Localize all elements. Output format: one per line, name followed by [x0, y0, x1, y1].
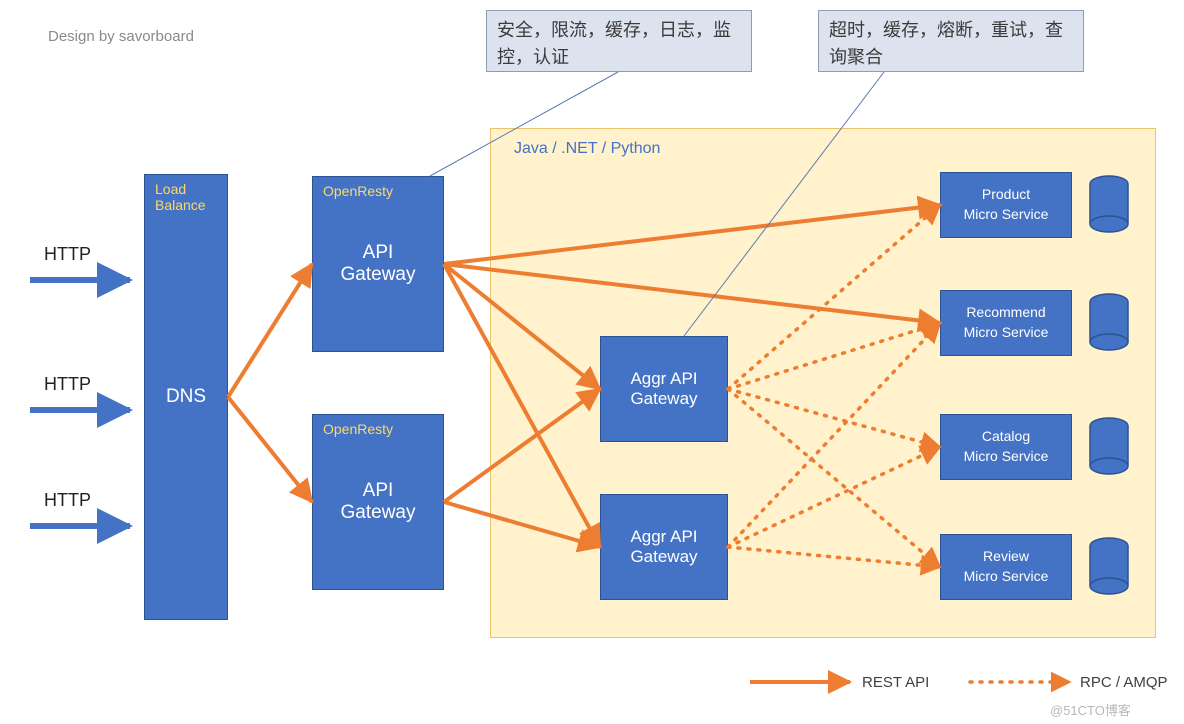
- http-label-2: HTTP: [44, 490, 91, 511]
- node-ms-review: Review Micro Service: [940, 534, 1072, 600]
- http-label-1: HTTP: [44, 374, 91, 395]
- ms2-l1: Catalog: [982, 427, 1030, 447]
- node-ms-recommend: Recommend Micro Service: [940, 290, 1072, 356]
- credit: Design by savorboard: [48, 28, 194, 45]
- dns-sub: Load Balance: [155, 181, 227, 213]
- aggr2-title: Aggr APIGateway: [630, 527, 697, 567]
- gw2-sub: OpenResty: [323, 421, 393, 437]
- callout-aggr: 超时，缓存，熔断，重试，查询聚合: [818, 10, 1084, 72]
- legend-rpc-label: RPC / AMQP: [1080, 674, 1168, 691]
- gw2-title: APIGateway: [341, 480, 416, 524]
- ms2-l2: Micro Service: [964, 447, 1049, 467]
- panel-title: Java / .NET / Python: [514, 140, 660, 158]
- node-dns: Load Balance DNS: [144, 174, 228, 620]
- node-api-gateway-1: OpenResty APIGateway: [312, 176, 444, 352]
- ms1-l1: Recommend: [966, 303, 1045, 323]
- ms1-l2: Micro Service: [964, 323, 1049, 343]
- node-aggr-gateway-1: Aggr APIGateway: [600, 336, 728, 442]
- aggr1-title: Aggr APIGateway: [630, 369, 697, 409]
- node-ms-product: Product Micro Service: [940, 172, 1072, 238]
- ms3-l2: Micro Service: [964, 567, 1049, 587]
- node-aggr-gateway-2: Aggr APIGateway: [600, 494, 728, 600]
- gw1-title: APIGateway: [341, 242, 416, 286]
- ms0-l2: Micro Service: [964, 205, 1049, 225]
- http-label-0: HTTP: [44, 244, 91, 265]
- node-api-gateway-2: OpenResty APIGateway: [312, 414, 444, 590]
- ms0-l1: Product: [982, 185, 1030, 205]
- gw1-sub: OpenResty: [323, 183, 393, 199]
- ms3-l1: Review: [983, 547, 1029, 567]
- node-ms-catalog: Catalog Micro Service: [940, 414, 1072, 480]
- dns-title: DNS: [166, 386, 206, 408]
- watermark: @51CTO博客: [1050, 700, 1131, 719]
- legend-rest-label: REST API: [862, 674, 929, 691]
- callout-gateway: 安全，限流，缓存，日志，监控，认证: [486, 10, 752, 72]
